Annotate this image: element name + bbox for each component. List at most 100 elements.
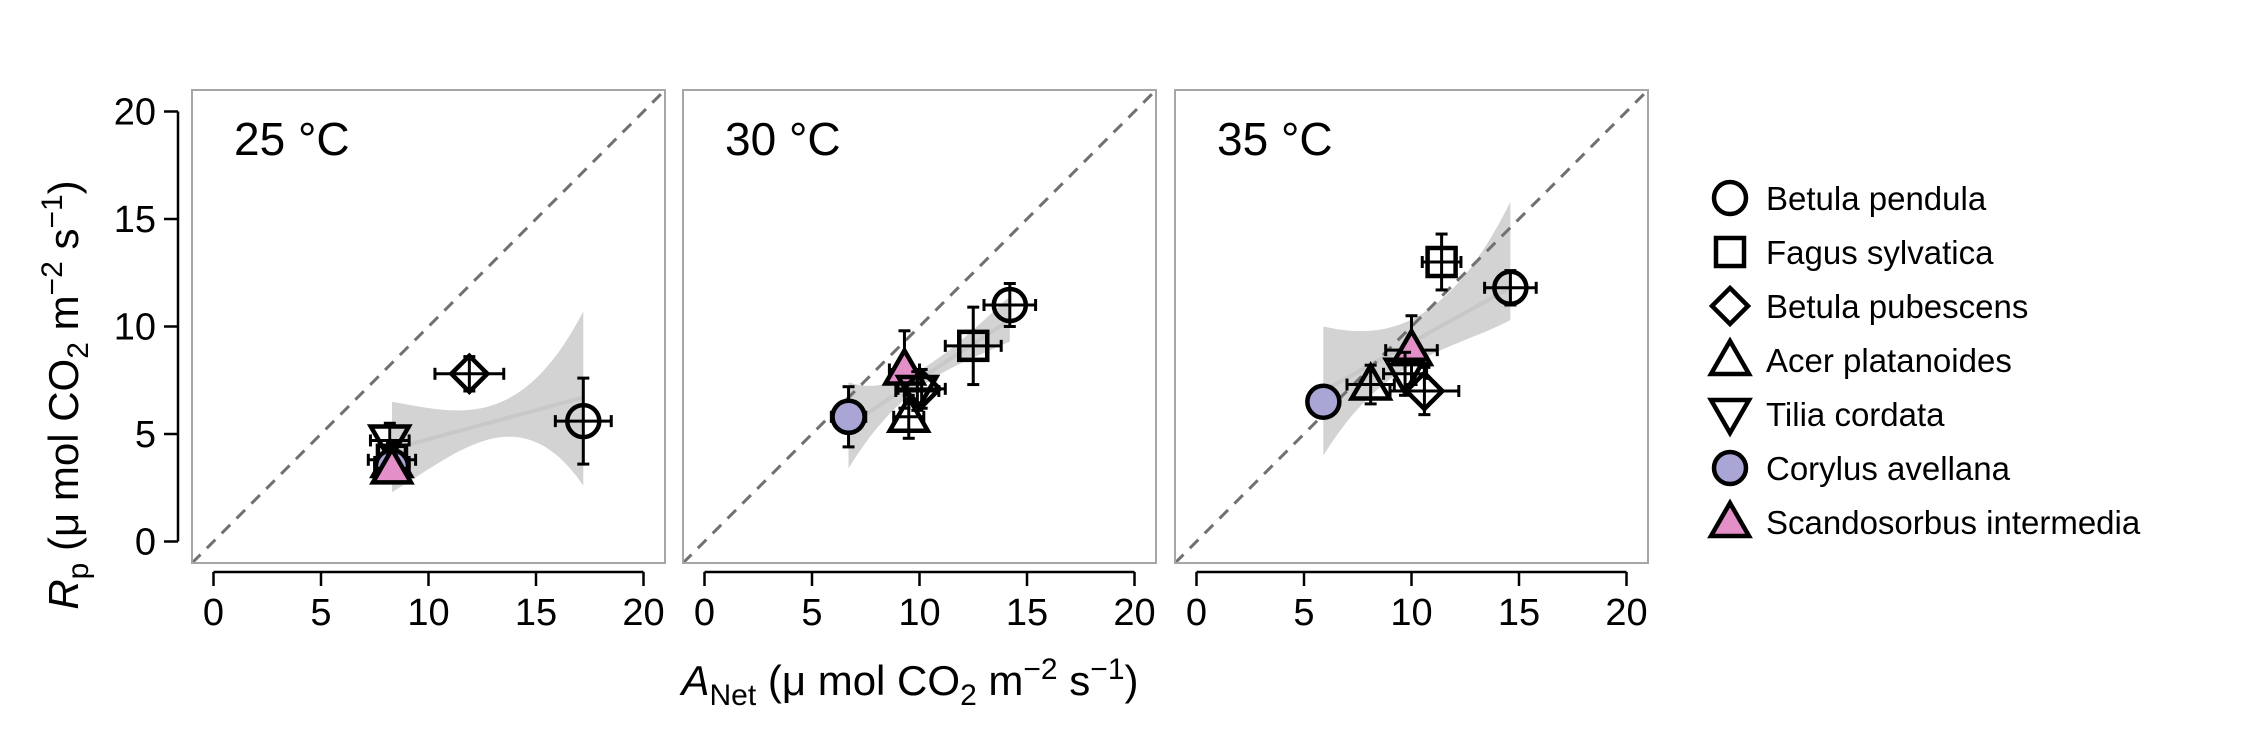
axis-symbol: A <box>678 657 709 704</box>
regression-line <box>847 318 1011 428</box>
confidence-band <box>392 311 584 493</box>
legend-label: Betula pubescens <box>1766 288 2028 325</box>
axis-superscript: −2 <box>1023 653 1057 686</box>
marker-betula-pendula <box>565 402 602 440</box>
marker-betula-pubescens <box>1403 369 1446 413</box>
y-tick-label: 5 <box>135 414 156 456</box>
point-scandosorbus-intermedia <box>1384 314 1439 387</box>
point-betula-pendula <box>553 376 613 466</box>
marker-acer-platanoides <box>885 393 932 434</box>
marker-fagus-sylvatica <box>957 329 990 363</box>
axis-superscript: −1 <box>1090 653 1124 686</box>
x-tick-label: 0 <box>203 592 224 634</box>
point-scandosorbus-intermedia <box>369 444 415 485</box>
one-to-one-line <box>1175 90 1648 563</box>
x-tick-label: 5 <box>801 592 822 634</box>
marker-tilia-cordata <box>1382 357 1428 398</box>
point-corylus-avellana <box>1305 383 1342 420</box>
y-tick-label: 0 <box>135 522 156 564</box>
legend-marker <box>1713 235 1747 269</box>
axis-units: (μ mol CO <box>40 359 87 563</box>
one-to-one-line <box>683 90 1156 563</box>
marker-fagus-sylvatica <box>1425 245 1458 279</box>
legend-marker <box>1707 336 1753 377</box>
one-to-one-line <box>192 90 665 563</box>
legend-item-betula-pubescens: Betula pubescens <box>1708 284 2028 328</box>
point-betula-pubescens <box>433 352 506 395</box>
panels: 25 °C 0 5 10 15 20 0 5 10 15 20 30 °C 0 5 10 15 20 35 °C 0… <box>114 89 1649 634</box>
x-tick-label: 5 <box>310 592 331 634</box>
marker-scandosorbus-intermedia <box>1388 326 1435 367</box>
marker-tilia-cordata <box>894 374 941 415</box>
x-tick-label: 5 <box>1293 592 1314 634</box>
point-tilia-cordata <box>894 370 941 415</box>
axis-superscript: −1 <box>36 194 69 228</box>
regression-line <box>391 395 584 451</box>
panel-3: 35 °C 0 5 10 15 20 <box>1174 89 1649 634</box>
marker-betula-pendula <box>991 286 1029 324</box>
x-tick-label: 15 <box>515 592 557 634</box>
marker-corylus-avellana <box>1305 383 1342 420</box>
legend-marker <box>1711 179 1749 217</box>
panel-2: 30 °C 0 5 10 15 20 <box>682 89 1157 634</box>
panel-label: 30 °C <box>725 113 841 165</box>
point-fagus-sylvatica <box>1420 232 1463 292</box>
x-tick-label: 0 <box>694 592 715 634</box>
point-acer-platanoides <box>885 393 932 440</box>
legend-marker <box>1707 397 1753 438</box>
axis-subscript: 2 <box>62 342 95 359</box>
axis-units: s <box>1058 657 1091 704</box>
x-tick-label: 15 <box>1498 592 1540 634</box>
y-tick-label: 15 <box>114 199 156 241</box>
legend-marker <box>1708 284 1752 328</box>
legend-item-corylus-avellana: Corylus avellana <box>1711 449 2011 487</box>
panel-plot-area <box>1175 90 1648 563</box>
y-tick-label: 20 <box>114 92 156 134</box>
point-betula-pendula <box>982 282 1038 328</box>
x-tick-label: 15 <box>1006 592 1048 634</box>
axis-subscript: Net <box>710 679 757 712</box>
x-axis-title: ANet (μ mol CO2 m−2 s−1) <box>678 653 1138 712</box>
y-axis-title: Rp (μ mol CO2 m−2 s−1) <box>36 180 95 609</box>
legend-marker <box>1707 498 1753 539</box>
axis-titles: Rp (μ mol CO2 m−2 s−1) ANet (μ mol CO2 m… <box>36 180 1139 712</box>
legend-label: Betula pendula <box>1766 180 1987 217</box>
legend-label: Fagus sylvatica <box>1766 234 1994 271</box>
point-acer-platanoides <box>1345 361 1396 406</box>
legend-label: Corylus avellana <box>1766 450 2011 487</box>
panel-1: 25 °C 0 5 10 15 20 0 5 10 15 20 <box>114 89 666 634</box>
panel-frame <box>1174 89 1649 564</box>
axis-symbol: R <box>40 579 87 609</box>
point-betula-pendula <box>1483 269 1538 307</box>
legend: Betula pendula Fagus sylvatica Betula pube… <box>1707 179 2141 541</box>
marker-scandosorbus-intermedia <box>369 444 415 485</box>
legend-item-scandosorbus-intermedia: Scandosorbus intermedia <box>1707 498 2141 541</box>
legend-item-acer-platanoides: Acer platanoides <box>1707 336 2012 379</box>
x-tick-label: 20 <box>1605 592 1647 634</box>
axis-subscript: p <box>62 563 95 580</box>
point-tilia-cordata <box>1382 350 1429 398</box>
panel-label: 25 °C <box>234 113 350 165</box>
marker-tilia-cordata <box>366 424 413 464</box>
axis-subscript: 2 <box>960 679 977 712</box>
panel-plot-area <box>192 90 665 563</box>
legend-item-betula-pendula: Betula pendula <box>1711 179 1987 217</box>
marker-acer-platanoides <box>1347 361 1394 401</box>
x-tick-label: 10 <box>407 592 449 634</box>
axis-units: ) <box>40 180 87 194</box>
confidence-band <box>848 296 1010 469</box>
x-tick-label: 10 <box>898 592 940 634</box>
legend-marker <box>1711 449 1749 487</box>
panel-plot-area <box>683 90 1156 563</box>
marker-betula-pendula <box>1492 269 1529 307</box>
legend-item-tilia-cordata: Tilia cordata <box>1707 396 1945 438</box>
axis-superscript: −2 <box>36 261 69 295</box>
legend-label: Tilia cordata <box>1766 396 1945 433</box>
axis-units: ) <box>1125 657 1139 704</box>
panel-frame <box>191 89 666 564</box>
x-tick-label: 0 <box>1186 592 1207 634</box>
x-tick-label: 20 <box>622 592 664 634</box>
marker-betula-pubescens <box>448 352 491 395</box>
panel-label: 35 °C <box>1217 113 1333 165</box>
